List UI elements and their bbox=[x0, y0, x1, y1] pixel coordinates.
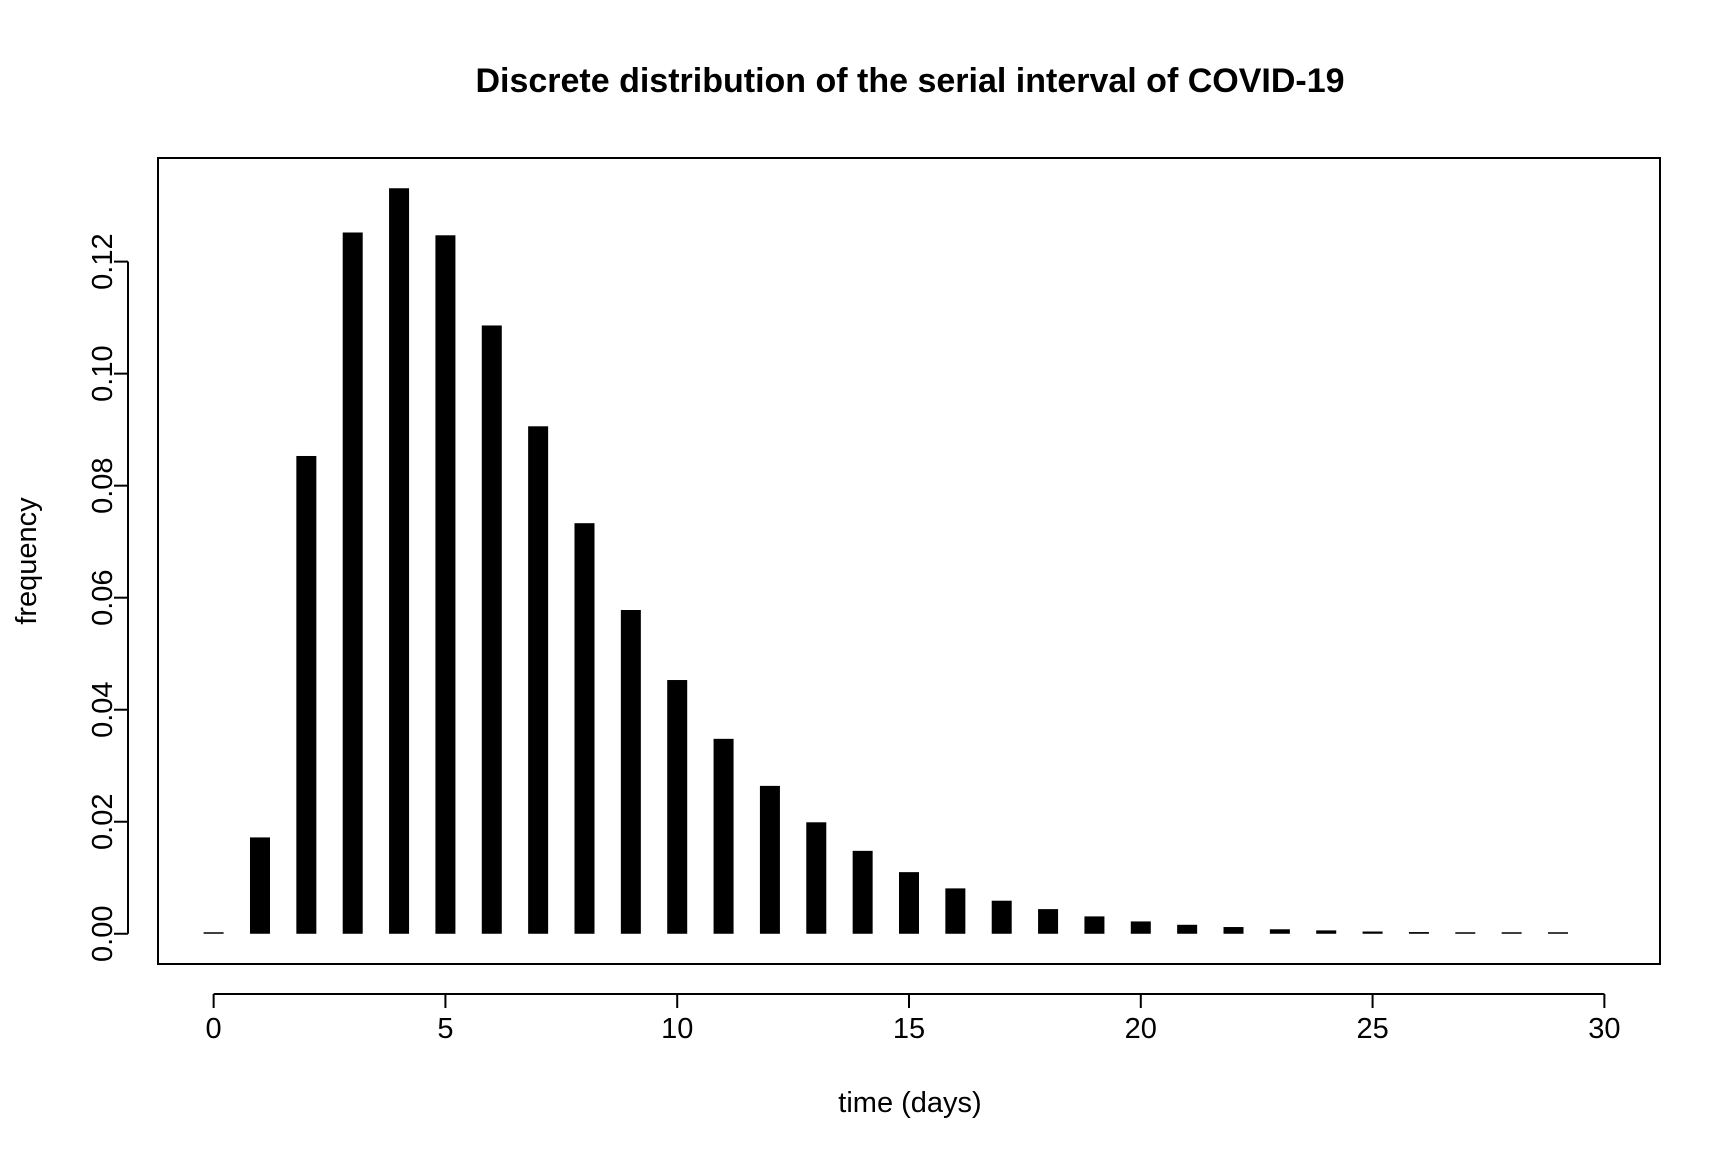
x-tick-label: 10 bbox=[661, 1013, 693, 1045]
y-tick-label: 0.06 bbox=[87, 569, 119, 625]
x-tick-label: 30 bbox=[1588, 1013, 1620, 1045]
bar bbox=[435, 235, 456, 934]
y-tick-label: 0.04 bbox=[87, 681, 119, 737]
bar bbox=[574, 523, 595, 934]
bar bbox=[713, 738, 734, 934]
plot-frame bbox=[157, 157, 1661, 965]
bar bbox=[759, 785, 780, 934]
y-tick-label: 0.00 bbox=[87, 906, 119, 962]
x-tick-label: 5 bbox=[437, 1013, 453, 1045]
bar bbox=[1177, 924, 1198, 934]
bar bbox=[481, 325, 502, 934]
y-tick-label: 0.02 bbox=[87, 794, 119, 850]
x-tick-label: 20 bbox=[1125, 1013, 1157, 1045]
bar bbox=[945, 888, 966, 934]
bar bbox=[1455, 932, 1476, 934]
bar bbox=[1038, 909, 1059, 934]
bar bbox=[667, 680, 688, 934]
chart-title: Discrete distribution of the serial inte… bbox=[475, 62, 1344, 100]
y-axis-label: frequency bbox=[11, 497, 43, 625]
bar bbox=[342, 232, 363, 934]
y-tick-label: 0.12 bbox=[87, 233, 119, 289]
y-tick-label: 0.08 bbox=[87, 457, 119, 513]
y-axis: 0.00 0.02 0.04 0.06 0.08 0.10 0.12 bbox=[87, 233, 129, 962]
bar bbox=[1269, 929, 1290, 934]
bar bbox=[1084, 916, 1105, 934]
x-axis: 0 5 10 15 20 25 30 bbox=[206, 993, 1621, 1045]
bar bbox=[1362, 931, 1383, 934]
bar bbox=[1130, 921, 1151, 934]
bar bbox=[1223, 927, 1244, 934]
bar bbox=[528, 426, 549, 934]
bar bbox=[1408, 932, 1429, 934]
bar bbox=[806, 822, 827, 934]
x-tick-label: 25 bbox=[1356, 1013, 1388, 1045]
x-tick-label: 0 bbox=[206, 1013, 222, 1045]
bar bbox=[852, 850, 873, 934]
bar bbox=[1316, 930, 1337, 934]
bar bbox=[296, 455, 317, 934]
bar bbox=[620, 610, 641, 934]
bar bbox=[991, 900, 1012, 934]
x-axis-label: time (days) bbox=[838, 1087, 981, 1119]
bar bbox=[1548, 932, 1569, 934]
bar bbox=[203, 932, 224, 934]
bars-group bbox=[203, 188, 1569, 934]
x-tick-label: 15 bbox=[893, 1013, 925, 1045]
bar bbox=[1501, 932, 1522, 934]
bar bbox=[389, 188, 410, 934]
y-tick-label: 0.10 bbox=[87, 345, 119, 401]
bar bbox=[899, 872, 919, 934]
bar bbox=[249, 837, 270, 934]
